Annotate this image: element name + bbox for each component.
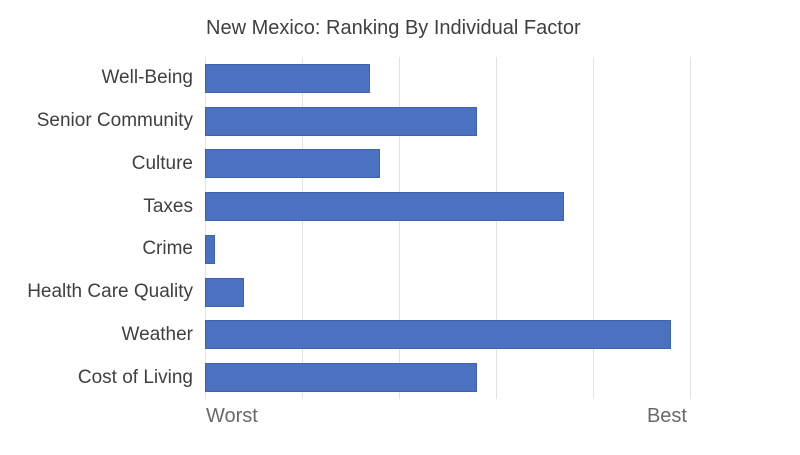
bar [205,234,215,264]
x-axis-label-worst: Worst [206,405,258,427]
category-label: Well-Being [101,67,193,89]
x-axis-label-best: Best [646,405,687,427]
gridline [302,57,303,399]
category-label: Culture [131,152,193,174]
category-label: Cost of Living [77,366,193,388]
gridline [496,57,497,399]
category-label: Crime [142,238,193,260]
bar [205,192,564,222]
gridline [690,57,691,399]
gridline [399,57,400,399]
bar [205,277,244,307]
category-label: Health Care Quality [27,281,193,303]
category-label: Senior Community [36,110,193,132]
chart-title: New Mexico: Ranking By Individual Factor [206,17,581,39]
bar [205,363,477,393]
gridline [205,57,206,399]
bar [205,106,477,136]
category-label: Weather [121,323,193,345]
category-label: Taxes [143,195,193,217]
bar [205,320,671,350]
gridline [593,57,594,399]
bar [205,149,380,179]
bar [205,63,370,93]
